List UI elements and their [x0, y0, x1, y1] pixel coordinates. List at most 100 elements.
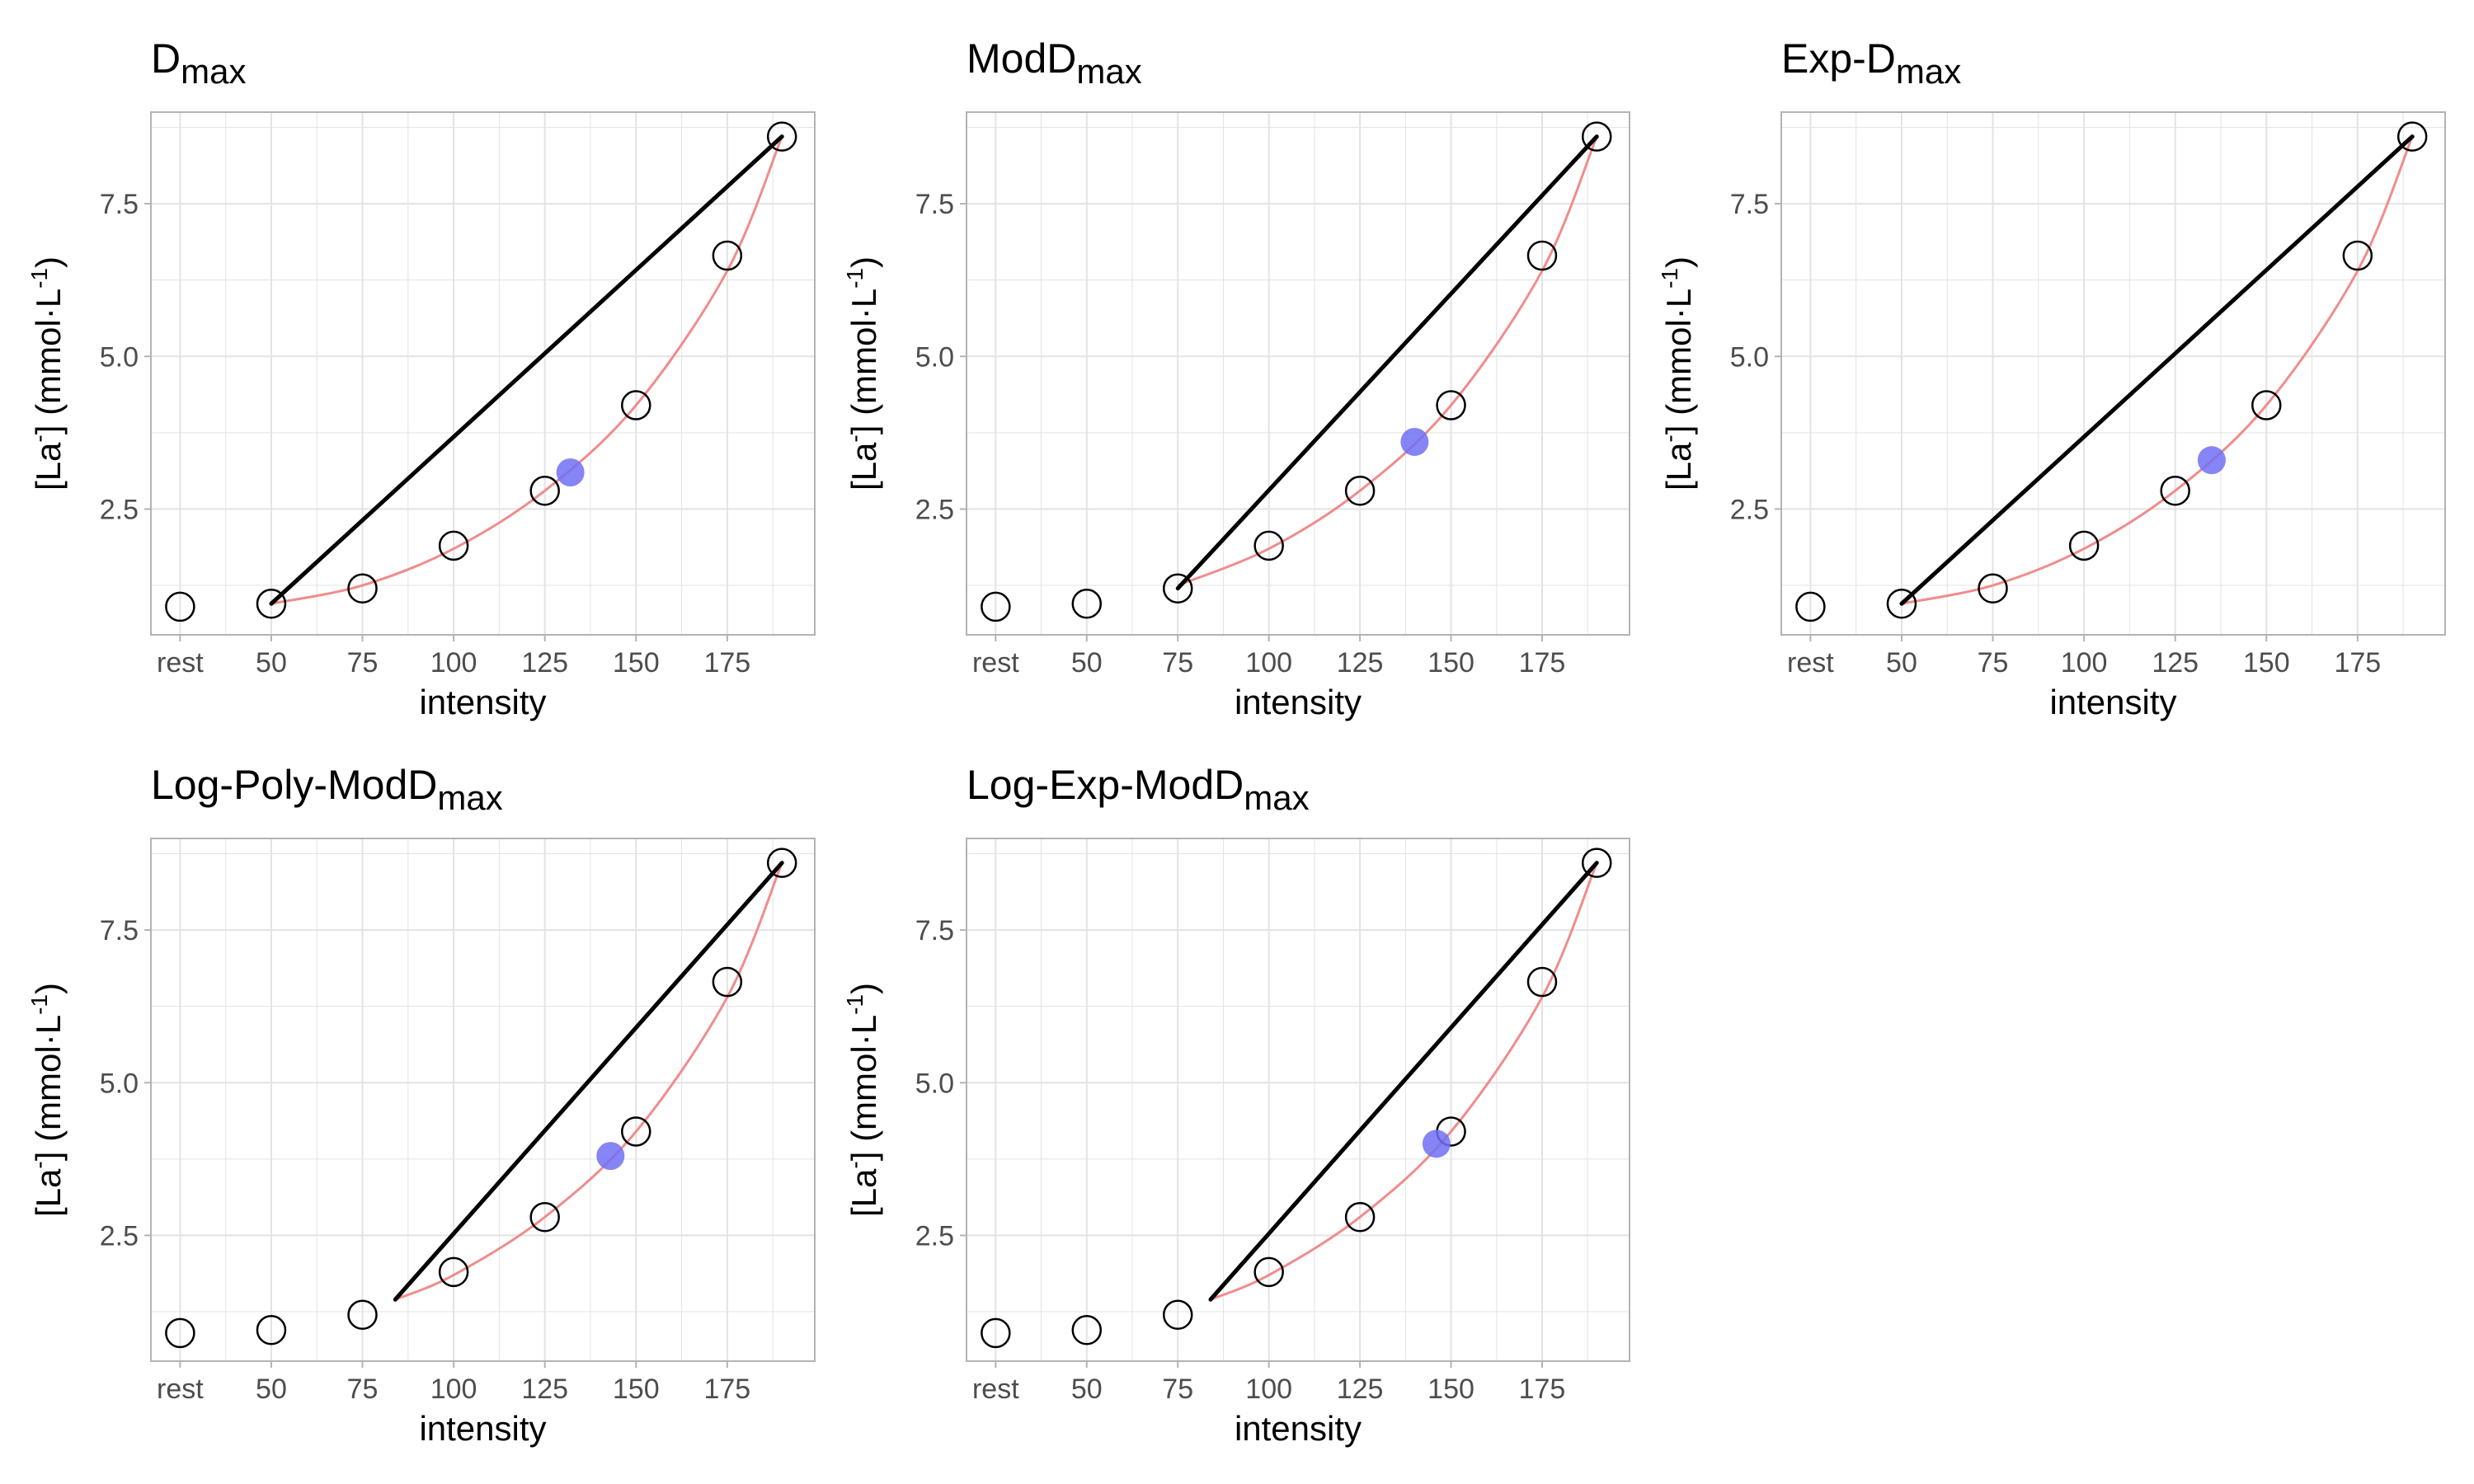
y-axis-label-part: [La — [29, 442, 68, 491]
x-tick-label: 100 — [430, 647, 477, 679]
y-tick-label: 2.5 — [915, 494, 954, 525]
threshold-point — [556, 458, 585, 486]
chart-title-subscript: max — [437, 778, 502, 817]
y-tick-label: 5.0 — [915, 1068, 954, 1099]
y-tick-label: 7.5 — [915, 915, 954, 946]
y-tick-label: 7.5 — [1730, 189, 1769, 220]
panel-border — [966, 111, 1630, 636]
y-tick-label: 2.5 — [915, 1220, 954, 1252]
data-point — [1071, 1314, 1103, 1345]
chart-title: Log-Exp-ModDmax — [967, 762, 1310, 817]
chart-title-main: ModD — [967, 35, 1076, 82]
data-point — [347, 573, 378, 603]
x-axis-label: intensity — [419, 1409, 546, 1448]
data-point — [2160, 475, 2190, 506]
x-tick-label: 125 — [2152, 647, 2199, 679]
y-axis-label: [La-] (mmol·L-1) — [26, 256, 68, 491]
chart-title-main: Exp-D — [1781, 35, 1896, 82]
chart-title-subscript: max — [1896, 52, 1961, 91]
data-point — [438, 1256, 469, 1288]
x-tick-label: 150 — [2243, 647, 2290, 679]
data-point — [766, 121, 797, 152]
chart-title: Dmax — [151, 35, 246, 91]
data-point — [165, 591, 195, 622]
dmax-line — [1899, 134, 2415, 606]
y-tick-label: 5.0 — [100, 1068, 139, 1099]
x-tick-label: 150 — [613, 647, 660, 679]
chart-title-subscript: max — [181, 52, 246, 91]
x-tick-label: 175 — [2334, 647, 2381, 679]
data-point — [1526, 240, 1558, 271]
x-tick-label: 125 — [521, 647, 568, 679]
y-axis-label: [La-] (mmol·L-1) — [842, 256, 883, 491]
y-tick-label: 5.0 — [1730, 341, 1769, 373]
chart-panel-2: ModDmax rest 50 75 100 125 150 175 2.5 5.0 7.5 inte… — [842, 35, 1630, 721]
threshold-point — [2197, 446, 2226, 475]
x-tick-label: rest — [157, 1374, 204, 1405]
y-axis-label-part: ) — [1659, 256, 1698, 268]
x-tick-label: 50 — [1071, 647, 1103, 679]
data-point — [1071, 588, 1103, 619]
y-axis-label-superscript: - — [842, 434, 868, 442]
data-point — [621, 1116, 651, 1147]
data-point — [1581, 121, 1612, 152]
data-point — [1795, 591, 1826, 622]
x-tick-label: 125 — [1337, 647, 1384, 679]
y-axis-label-part: ] (mmol·L — [844, 1015, 883, 1161]
y-axis-label-superscript: - — [26, 1161, 52, 1168]
panel-border — [150, 111, 816, 636]
fitted-curve — [1901, 136, 2414, 605]
threshold-point — [596, 1142, 625, 1171]
chart-title: ModDmax — [967, 35, 1142, 91]
chart-panel-1: Dmax rest 50 75 100 125 150 175 2.5 5.0 7.5 intensi… — [26, 35, 816, 721]
x-tick-label: 50 — [1886, 647, 1917, 679]
data-point — [1344, 1201, 1376, 1233]
y-axis-label-part: ) — [29, 983, 68, 994]
chart-title-main: D — [151, 35, 181, 82]
y-axis-label-part: ) — [844, 983, 883, 994]
y-axis-label-superscript: -1 — [26, 268, 52, 289]
panel-border — [150, 838, 816, 1362]
plot-area — [151, 838, 815, 1361]
x-tick-label: 125 — [1337, 1374, 1384, 1405]
x-tick-label: rest — [157, 647, 204, 679]
data-point — [2396, 121, 2428, 152]
data-point — [621, 390, 651, 420]
data-point — [256, 1314, 287, 1345]
chart-title: Log-Poly-ModDmax — [151, 762, 503, 817]
data-point — [2342, 240, 2373, 271]
data-point — [1253, 1256, 1284, 1288]
x-tick-label: rest — [1787, 647, 1834, 679]
fitted-curve — [1177, 136, 1598, 587]
panel-border — [1780, 111, 2446, 636]
x-tick-label: 175 — [703, 647, 750, 679]
data-point — [1162, 573, 1193, 603]
x-tick-label: 100 — [1245, 647, 1292, 679]
threshold-point — [1400, 427, 1429, 456]
data-point — [529, 475, 560, 506]
y-axis-label-part: [La — [844, 1168, 883, 1217]
plot-area — [967, 838, 1630, 1361]
y-axis-label-part: ) — [29, 256, 68, 268]
plot-area — [1781, 112, 2445, 635]
y-axis-label-part: ] (mmol·L — [1659, 289, 1698, 434]
data-point — [766, 848, 797, 878]
data-point — [1978, 573, 2008, 603]
data-point — [1526, 966, 1558, 998]
chart-title-subscript: max — [1244, 778, 1309, 817]
chart-panel-5: Log-Exp-ModDmax rest 50 75 100 125 150 175 2.5 5.… — [842, 762, 1630, 1448]
data-point — [1253, 530, 1284, 561]
y-tick-label: 7.5 — [915, 189, 954, 220]
data-point — [347, 1299, 378, 1330]
x-tick-label: rest — [972, 1374, 1019, 1405]
y-axis-label-superscript: -1 — [1657, 268, 1682, 289]
chart-panel-3: Exp-Dmax rest 50 75 100 125 150 175 2.5 5.0 7.5 int… — [1657, 35, 2446, 721]
x-tick-label: 75 — [1162, 647, 1193, 679]
data-point — [1886, 588, 1917, 619]
y-axis-label-part: ) — [844, 256, 883, 268]
y-axis-label-superscript: -1 — [842, 268, 868, 289]
x-axis-label: intensity — [1235, 1409, 1362, 1448]
data-point — [2251, 390, 2282, 420]
x-axis-label: intensity — [1235, 683, 1362, 721]
